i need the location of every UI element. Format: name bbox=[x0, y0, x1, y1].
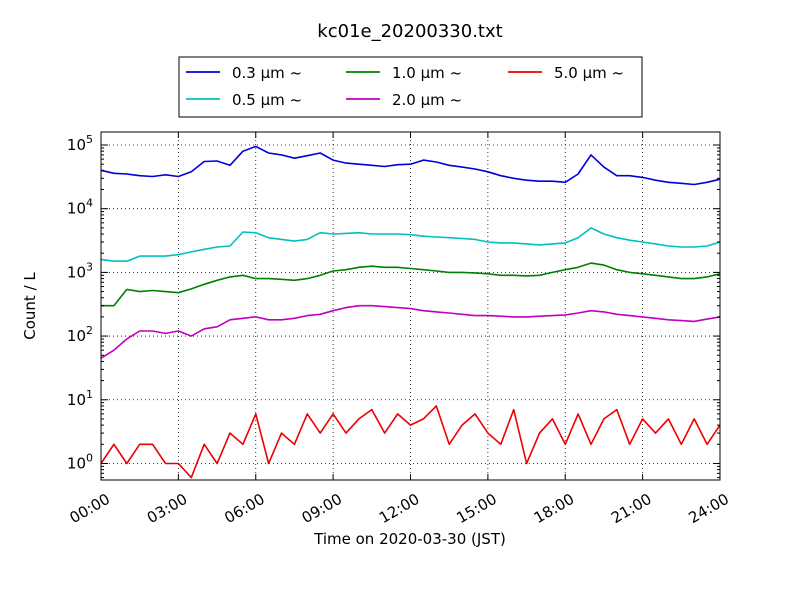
y-tick-label: 101 bbox=[67, 388, 93, 409]
y-axis-label: Count / L bbox=[21, 272, 39, 340]
plot-frame bbox=[100, 131, 721, 481]
y-tick-label: 103 bbox=[67, 260, 93, 281]
legend-label: 0.3 μm ~ bbox=[232, 64, 302, 82]
legend-label: 1.0 μm ~ bbox=[392, 64, 462, 82]
legend-box bbox=[178, 56, 643, 118]
y-tick-label: 102 bbox=[67, 324, 93, 345]
series-line-3 bbox=[100, 304, 721, 359]
series-layer bbox=[100, 145, 721, 479]
series-line-1 bbox=[100, 227, 721, 263]
y-tick-label: 105 bbox=[67, 133, 93, 154]
chart-title: kc01e_20200330.txt bbox=[317, 21, 502, 42]
x-axis-label: Time on 2020-03-30 (JST) bbox=[313, 530, 506, 548]
series-line-4 bbox=[100, 405, 721, 479]
y-tick-label: 100 bbox=[67, 451, 93, 472]
y-tick-label: 104 bbox=[67, 197, 93, 218]
legend: 0.3 μm ~ 0.5 μm ~ 1.0 μm ~ 2.0 μm ~ 5.0 μm ~ bbox=[178, 56, 643, 118]
y-axis-tick-labels: 100 101 102 103 104 105 bbox=[67, 133, 93, 472]
legend-label: 0.5 μm ~ bbox=[232, 91, 302, 109]
legend-label: 2.0 μm ~ bbox=[392, 91, 462, 109]
series-line-0 bbox=[100, 145, 721, 186]
series-line-2 bbox=[101, 262, 721, 307]
legend-label: 5.0 μm ~ bbox=[554, 64, 624, 82]
